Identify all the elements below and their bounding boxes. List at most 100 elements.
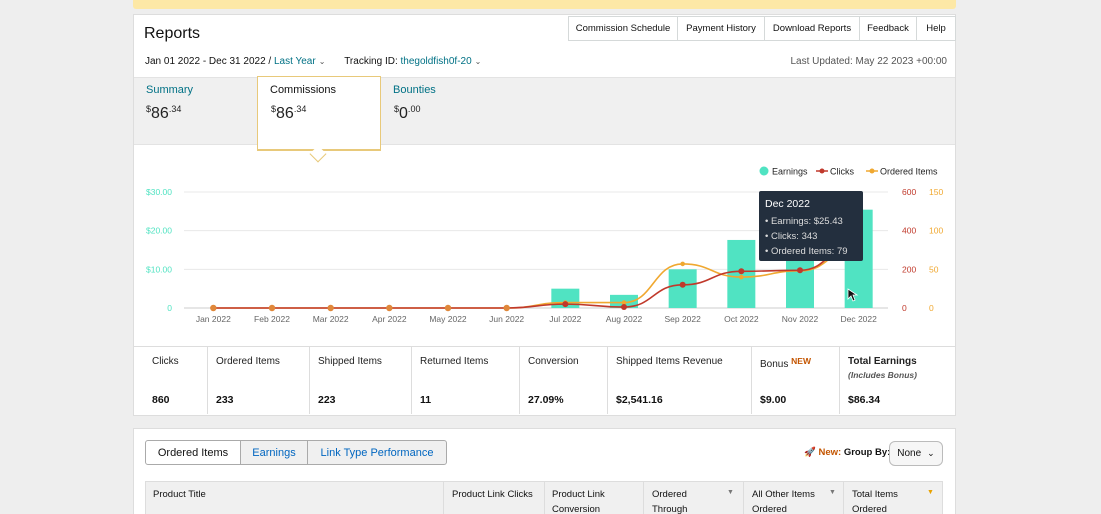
new-badge: NEW bbox=[791, 356, 811, 366]
chart-tooltip: Dec 2022 • Earnings: $25.43 • Clicks: 34… bbox=[759, 191, 863, 261]
stat-value: 223 bbox=[318, 394, 336, 406]
sort-down-icon[interactable]: ▼ bbox=[727, 489, 734, 496]
stat-label: Shipped Items bbox=[318, 356, 382, 367]
commission-schedule-button[interactable]: Commission Schedule bbox=[568, 16, 678, 41]
zero-point bbox=[503, 304, 510, 312]
ordered-items-point bbox=[621, 300, 627, 305]
chevron-down-icon: ⌄ bbox=[927, 448, 935, 458]
y-left-tick: $20.00 bbox=[146, 226, 172, 236]
divider bbox=[839, 346, 840, 414]
zero-point bbox=[210, 304, 217, 312]
help-button[interactable]: Help bbox=[916, 16, 956, 41]
legend-marker bbox=[819, 168, 825, 174]
y-left-tick: $10.00 bbox=[146, 264, 172, 274]
col-ordered-through[interactable]: Ordered Through bbox=[652, 489, 688, 514]
y-right-outer-tick: 50 bbox=[929, 264, 939, 274]
tab-earnings[interactable]: Earnings bbox=[240, 440, 308, 465]
stat-sublabel: (Includes Bonus) bbox=[848, 370, 917, 380]
zero-point bbox=[327, 304, 334, 312]
tab-summary[interactable]: Summary bbox=[146, 84, 194, 96]
sort-down-icon[interactable]: ▼ bbox=[927, 489, 934, 496]
x-tick-label: Jan 2022 bbox=[196, 314, 231, 324]
stat-conversion: Conversion 27.09% bbox=[519, 346, 607, 415]
divider bbox=[607, 346, 608, 414]
payment-history-button[interactable]: Payment History bbox=[677, 16, 765, 41]
stat-value: $2,541.16 bbox=[616, 394, 663, 406]
tooltip-title: Dec 2022 bbox=[765, 198, 810, 210]
stat-bonus: Bonus NEW $9.00 bbox=[751, 346, 839, 415]
summary-value: $86.34 bbox=[146, 104, 182, 122]
tab-link-type-performance[interactable]: Link Type Performance bbox=[307, 440, 447, 465]
x-tick-label: Jun 2022 bbox=[489, 314, 524, 324]
stat-shipped-items: Shipped Items 223 bbox=[309, 346, 411, 415]
col-all-other-items[interactable]: All Other Items Ordered bbox=[752, 489, 815, 514]
x-tick-label: Mar 2022 bbox=[313, 314, 349, 324]
x-tick-label: Oct 2022 bbox=[724, 314, 759, 324]
stat-label: Clicks bbox=[152, 356, 179, 367]
y-left-tick: 0 bbox=[167, 303, 172, 313]
x-tick-label: Nov 2022 bbox=[782, 314, 819, 324]
y-right-outer-tick: 150 bbox=[929, 187, 943, 197]
tooltip-ordered: • Ordered Items: 79 bbox=[765, 246, 848, 257]
tracking-id-label: thegoldfish0f-20 bbox=[400, 56, 472, 67]
y-right-tick: 400 bbox=[902, 226, 916, 236]
stat-shipped-revenue: Shipped Items Revenue $2,541.16 bbox=[607, 346, 751, 415]
filter-row: Jan 01 2022 - Dec 31 2022 / Last Year ⌄ T… bbox=[145, 56, 481, 67]
feedback-button[interactable]: Feedback bbox=[859, 16, 917, 41]
clicks-point bbox=[562, 301, 569, 308]
sort-down-icon[interactable]: ▼ bbox=[829, 489, 836, 496]
x-tick-label: Feb 2022 bbox=[254, 314, 290, 324]
date-range: Jan 01 2022 - Dec 31 2022 / bbox=[145, 56, 272, 67]
x-tick-label: Apr 2022 bbox=[372, 314, 407, 324]
stat-returned-items: Returned Items 11 bbox=[411, 346, 519, 415]
legend-label: Earnings bbox=[772, 167, 808, 177]
notice-banner bbox=[133, 0, 956, 9]
tracking-label: Tracking ID: bbox=[344, 56, 398, 67]
mouse-cursor-icon bbox=[847, 288, 859, 302]
y-right-outer-tick: 100 bbox=[929, 226, 943, 236]
legend-label: Clicks bbox=[830, 167, 854, 177]
col-product-link-clicks[interactable]: Product Link Clicks bbox=[452, 489, 533, 500]
divider bbox=[743, 481, 744, 514]
stats-row bbox=[134, 346, 955, 415]
clicks-point bbox=[738, 268, 745, 275]
period-dropdown[interactable]: Last Year ⌄ bbox=[274, 56, 325, 67]
col-product-link-conversion[interactable]: Product Link Conversion bbox=[552, 489, 605, 514]
new-label: New: bbox=[818, 447, 842, 458]
y-left-tick: $30.00 bbox=[146, 187, 172, 197]
group-by-select[interactable]: None ⌄ bbox=[889, 441, 943, 466]
chevron-down-icon: ⌄ bbox=[318, 57, 326, 66]
tab-commissions[interactable]: Commissions bbox=[270, 84, 337, 96]
zero-point bbox=[386, 304, 393, 312]
tab-ordered-items[interactable]: Ordered Items bbox=[145, 440, 241, 465]
x-tick-label: Dec 2022 bbox=[840, 314, 877, 324]
earnings-chart[interactable]: 0 $10.00 $20.00 $30.00 0 200 400 600 0 50 100 150 Ja… bbox=[134, 150, 955, 345]
chevron-down-icon: ⌄ bbox=[474, 57, 482, 66]
tab-commissions-active[interactable] bbox=[257, 76, 381, 151]
stat-label: Returned Items bbox=[420, 356, 489, 367]
tracking-id-dropdown[interactable]: thegoldfish0f-20 ⌄ bbox=[401, 56, 482, 67]
stat-value: 27.09% bbox=[528, 394, 564, 406]
ordered-items-point bbox=[739, 274, 744, 280]
group-by-value: None bbox=[897, 448, 922, 459]
earnings-bar bbox=[668, 269, 697, 308]
stat-total-earnings: Total Earnings (Includes Bonus) $86.34 bbox=[839, 346, 955, 415]
x-tick-label: Aug 2022 bbox=[606, 314, 643, 324]
col-total-items-ordered[interactable]: Total Items Ordered bbox=[852, 489, 898, 514]
stat-label: Ordered Items bbox=[216, 356, 280, 367]
tab-bounties[interactable]: Bounties bbox=[393, 84, 436, 96]
col-product-title[interactable]: Product Title bbox=[153, 489, 206, 500]
rocket-icon: 🚀 bbox=[804, 447, 816, 458]
y-right-outer-tick: 0 bbox=[929, 303, 934, 313]
stat-ordered-items: Ordered Items 233 bbox=[207, 346, 309, 415]
divider bbox=[411, 346, 412, 414]
legend-marker bbox=[869, 168, 875, 174]
divider bbox=[207, 346, 208, 414]
divider bbox=[843, 481, 844, 514]
x-tick-label: Jul 2022 bbox=[549, 314, 581, 324]
clicks-point bbox=[679, 281, 686, 288]
stat-clicks: Clicks 860 bbox=[143, 346, 207, 415]
download-reports-button[interactable]: Download Reports bbox=[764, 16, 860, 41]
stat-value: $9.00 bbox=[760, 394, 787, 406]
tooltip-earnings: • Earnings: $25.43 bbox=[765, 216, 843, 227]
